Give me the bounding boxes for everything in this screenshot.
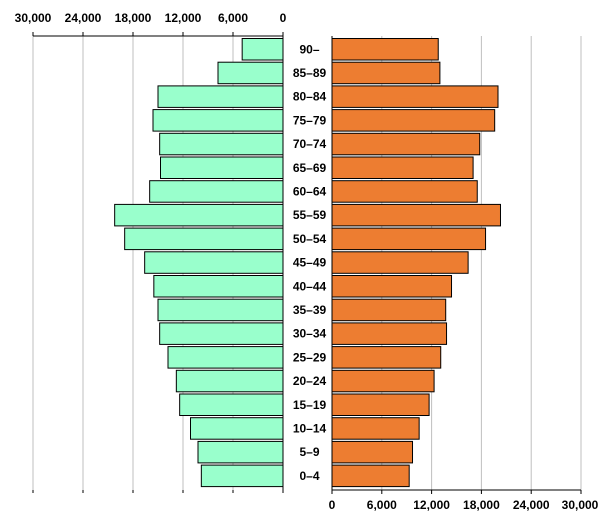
age-group-label: 0–4 [299, 469, 319, 483]
left-bar [149, 180, 284, 203]
left-bar [197, 440, 284, 464]
right-tick-label: 24,000 [513, 498, 550, 512]
right-bar [331, 38, 439, 61]
age-group-label: 20–24 [293, 374, 327, 388]
right-bar [331, 251, 469, 274]
left-bar [179, 393, 284, 416]
left-tick-label: 24,000 [65, 11, 102, 25]
right-bar [331, 464, 410, 488]
right-bar [331, 275, 453, 298]
left-bar [157, 298, 284, 322]
age-group-label: 85–89 [293, 66, 327, 80]
right-tick-label: 18,000 [463, 498, 500, 512]
right-tick-label: 6,000 [367, 498, 397, 512]
right-bar [331, 85, 499, 108]
left-bar [159, 322, 284, 345]
right-tick-label: 0 [329, 498, 336, 512]
right-axis-tick-labels: 0 6,000 12,000 18,000 24,000 30,000 [329, 498, 599, 512]
age-group-label: 75–79 [293, 113, 327, 127]
left-bar [159, 132, 284, 156]
left-tick-label: 18,000 [115, 11, 152, 25]
age-group-label: 5–9 [299, 445, 319, 459]
age-group-label: 15–19 [293, 398, 327, 412]
right-bar [331, 156, 474, 179]
left-bar [190, 417, 284, 440]
age-group-labels: 0–4 5–9 10–14 15–19 20–24 25–29 30–34 35–39 40–4… [293, 42, 327, 483]
left-tick-label: 0 [280, 11, 287, 25]
left-tick-label: 12,000 [165, 11, 202, 25]
right-bar [331, 298, 447, 322]
left-bar [152, 109, 284, 132]
age-group-label: 50–54 [293, 232, 327, 246]
age-group-label: 90– [299, 42, 319, 56]
left-bar [241, 38, 284, 61]
age-group-label: 30–34 [293, 327, 327, 341]
right-bar [331, 180, 478, 203]
right-bar [331, 322, 448, 345]
right-bar [331, 203, 501, 227]
age-group-label: 80–84 [293, 90, 327, 104]
right-series-bars [331, 38, 501, 488]
right-bar [331, 369, 435, 393]
left-bar [160, 156, 284, 179]
age-group-label: 25–29 [293, 350, 327, 364]
age-group-label: 55–59 [293, 208, 327, 222]
left-tick-label: 6,000 [218, 11, 248, 25]
right-tick-label: 30,000 [562, 498, 599, 512]
right-bar [331, 393, 430, 416]
right-bar [331, 61, 441, 85]
age-group-label: 65–69 [293, 161, 327, 175]
left-bar [124, 227, 284, 251]
left-bar [167, 346, 284, 369]
right-bar [331, 440, 414, 464]
left-bar [217, 61, 284, 85]
age-group-label: 10–14 [293, 421, 327, 435]
axes [32, 32, 582, 494]
left-bar [157, 85, 284, 108]
age-group-label: 70–74 [293, 137, 327, 151]
age-group-label: 35–39 [293, 303, 327, 317]
age-group-label: 60–64 [293, 184, 327, 198]
left-series-bars [114, 38, 284, 488]
right-bar [331, 132, 481, 156]
age-group-label: 40–44 [293, 279, 327, 293]
left-bar [114, 203, 284, 227]
left-bar [175, 369, 284, 393]
age-group-label: 45–49 [293, 256, 327, 270]
left-axis-tick-labels: 30,000 24,000 18,000 12,000 6,000 0 [15, 11, 287, 25]
left-bar [144, 251, 284, 274]
right-bar [331, 346, 442, 369]
left-bar [153, 275, 284, 298]
right-bar [331, 417, 420, 440]
left-tick-label: 30,000 [15, 11, 52, 25]
left-bar [200, 464, 284, 488]
right-tick-label: 12,000 [413, 498, 450, 512]
right-bar [331, 227, 487, 251]
right-bar [331, 109, 496, 132]
